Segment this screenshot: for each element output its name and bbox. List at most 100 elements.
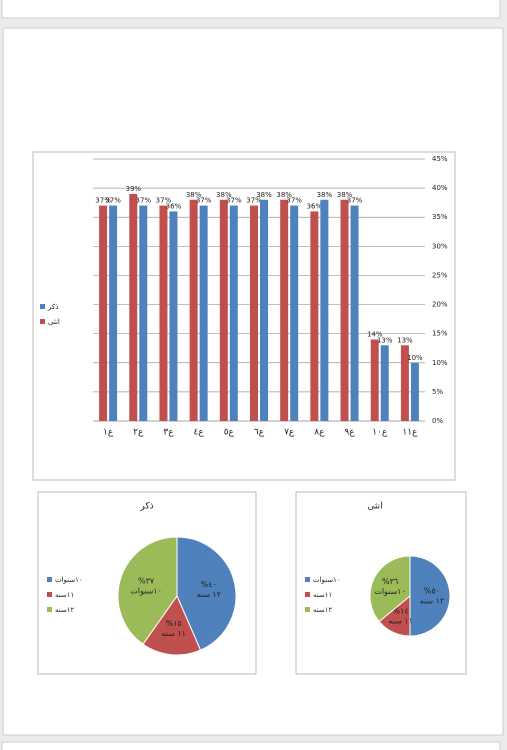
pie-slice xyxy=(176,536,237,651)
legend-swatch xyxy=(40,319,45,324)
legend-swatch xyxy=(47,577,52,582)
y-tick-label: 35% xyxy=(432,213,448,221)
data-label: 13% xyxy=(377,336,393,344)
data-label-name: ١١ سنه xyxy=(388,616,413,625)
data-label-name: ١٠سنوات xyxy=(374,587,406,596)
data-label: 38% xyxy=(186,191,202,199)
y-tick-label: 45% xyxy=(432,155,448,163)
bar xyxy=(139,205,148,421)
bar xyxy=(410,362,419,421)
legend-swatch xyxy=(305,577,310,582)
next-page xyxy=(1,741,501,750)
bar xyxy=(129,193,138,421)
data-label: 10% xyxy=(407,354,423,362)
data-label: 38% xyxy=(276,191,292,199)
legend-label: ١٠سنوات xyxy=(313,576,341,584)
x-tick-label: ع٩ xyxy=(344,428,355,438)
bar xyxy=(380,345,389,421)
data-label: %٣٧ xyxy=(138,577,155,586)
data-label: 37% xyxy=(135,197,151,205)
y-tick-label: 20% xyxy=(432,301,448,309)
bar xyxy=(189,199,198,421)
bar xyxy=(109,205,118,421)
legend-label: ١١سنه xyxy=(313,591,332,599)
data-label: 39% xyxy=(125,185,141,193)
data-label: 37% xyxy=(196,197,212,205)
y-tick-label: 5% xyxy=(432,388,443,396)
legend-swatch xyxy=(40,304,45,309)
pie-slice xyxy=(409,555,451,637)
bar xyxy=(169,211,178,421)
x-tick-label: ع١ xyxy=(103,428,114,438)
legend-swatch xyxy=(47,607,52,612)
legend-label: انثى xyxy=(48,318,60,326)
x-tick-label: ع٢ xyxy=(133,428,144,438)
x-tick-label: ع١١ xyxy=(402,428,418,438)
bar xyxy=(370,339,379,421)
y-tick-label: 10% xyxy=(432,359,448,367)
data-label: 37% xyxy=(246,197,262,205)
data-label: 36% xyxy=(166,202,182,210)
data-label: 37% xyxy=(95,197,111,205)
data-label: 36% xyxy=(307,202,323,210)
data-label: 37% xyxy=(286,197,302,205)
data-label: %٣٦ xyxy=(382,577,398,586)
y-tick-label: 40% xyxy=(432,184,448,192)
pie-slice xyxy=(117,536,178,645)
legend-label: ١١سنه xyxy=(55,591,74,599)
data-label: %٥٠ xyxy=(424,587,440,596)
bar xyxy=(159,205,168,421)
bar xyxy=(219,199,228,421)
bar xyxy=(99,205,108,421)
prev-page xyxy=(1,0,501,19)
x-tick-label: ع٣ xyxy=(163,428,174,438)
x-tick-label: ع١٠ xyxy=(372,428,388,438)
chart-title: ذكر xyxy=(139,502,153,512)
bar xyxy=(229,205,238,421)
bar xyxy=(290,205,299,421)
data-label: %١٥ xyxy=(166,619,182,628)
legend-label: ذكر xyxy=(47,303,58,311)
x-tick-label: ع٧ xyxy=(284,428,295,438)
bar xyxy=(199,205,208,421)
x-tick-label: ع٤ xyxy=(194,428,205,438)
data-label: 14% xyxy=(367,330,383,338)
legend-swatch xyxy=(305,607,310,612)
bar xyxy=(250,205,258,421)
x-tick-label: ع٨ xyxy=(314,428,325,438)
data-label: 37% xyxy=(156,197,172,205)
legend-swatch xyxy=(47,592,52,597)
y-tick-label: 0% xyxy=(432,417,443,425)
bar xyxy=(340,199,349,421)
data-label-name: ١٠سنوات xyxy=(130,587,162,596)
legend-label: ١٢سنه xyxy=(55,606,74,614)
bar xyxy=(400,345,409,421)
data-label: 37% xyxy=(226,197,242,205)
data-label: 38% xyxy=(337,191,353,199)
y-tick-label: 25% xyxy=(432,271,448,279)
legend-swatch xyxy=(305,592,310,597)
data-label: 37% xyxy=(347,197,363,205)
bar xyxy=(310,211,319,421)
bar xyxy=(260,199,268,421)
legend-label: ١٢سنه xyxy=(313,606,332,614)
data-label: %٤٠ xyxy=(201,580,217,589)
bar xyxy=(320,199,329,421)
pie-slice xyxy=(142,594,202,656)
chart-title: انثى xyxy=(367,502,382,512)
legend-label: ١٠سنوات xyxy=(55,576,83,584)
data-label: 38% xyxy=(216,191,232,199)
data-label: 13% xyxy=(397,336,413,344)
data-label: %١٤ xyxy=(393,606,409,615)
data-label: 37% xyxy=(105,197,121,205)
data-label: 38% xyxy=(256,191,272,199)
data-label-name: ١٢ سنه xyxy=(420,597,445,606)
data-label-name: ١١ سنه xyxy=(161,629,186,638)
pie-slice xyxy=(369,555,411,623)
x-tick-label: ع٦ xyxy=(254,428,265,438)
y-tick-label: 15% xyxy=(432,330,448,338)
data-label: 38% xyxy=(317,191,333,199)
bar xyxy=(350,205,359,421)
